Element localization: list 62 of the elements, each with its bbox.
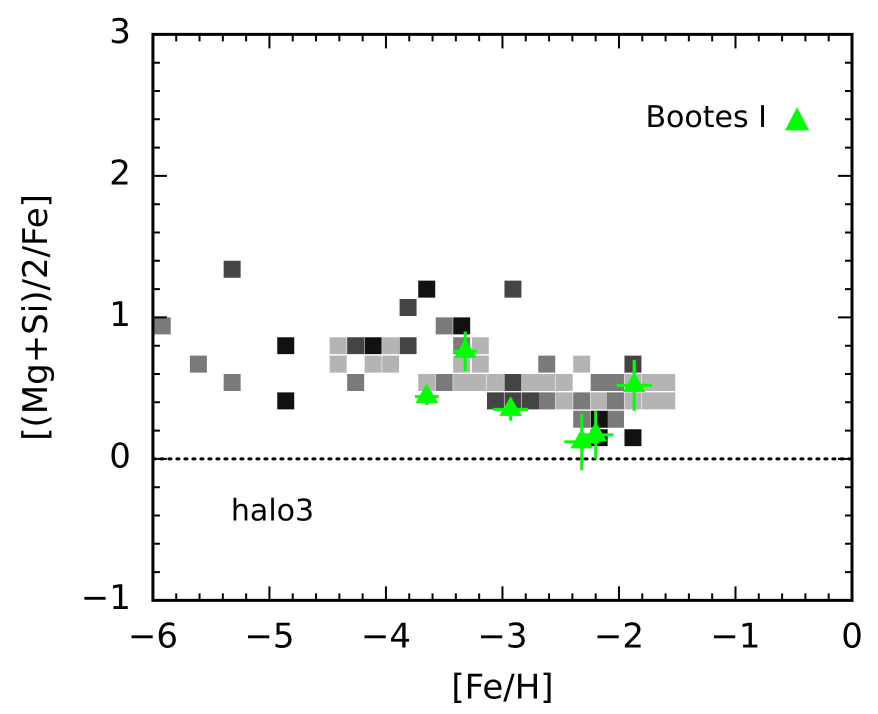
- point: [418, 280, 436, 298]
- point: [400, 299, 417, 316]
- point: [347, 337, 364, 354]
- x-tick-label: −6: [128, 616, 178, 657]
- point: [606, 410, 624, 428]
- point: [453, 374, 470, 391]
- point: [382, 337, 400, 354]
- point: [470, 374, 486, 391]
- x-tick-label: −4: [360, 616, 412, 657]
- y-axis-title: [(Mg+Si)/2/Fe]: [16, 194, 56, 441]
- x-tick-label: −1: [710, 616, 761, 657]
- point: [590, 374, 608, 391]
- x-tick-label: −2: [594, 616, 644, 657]
- point: [642, 392, 659, 410]
- y-tick-label: 3: [109, 12, 131, 52]
- point: [472, 356, 489, 373]
- x-tick-label: −3: [477, 616, 528, 657]
- point: [522, 392, 539, 410]
- point: [330, 337, 347, 354]
- point: [277, 337, 294, 354]
- point: [190, 356, 207, 373]
- x-axis-title: [Fe/H]: [451, 667, 554, 708]
- point: [658, 374, 676, 391]
- point: [606, 374, 624, 391]
- point: [154, 317, 171, 334]
- point: [538, 356, 556, 373]
- point: [364, 356, 382, 373]
- point: [472, 337, 489, 354]
- point: [658, 392, 676, 410]
- point: [486, 374, 504, 391]
- point: [556, 374, 573, 391]
- point: [347, 374, 364, 391]
- point: [382, 356, 400, 373]
- point: [556, 392, 573, 410]
- y-tick-label: −1: [80, 578, 131, 618]
- point: [364, 337, 382, 354]
- point: [573, 356, 590, 373]
- x-tick-label: 0: [841, 616, 863, 657]
- point: [573, 392, 590, 410]
- point: [436, 374, 453, 391]
- annotation: halo3: [230, 493, 314, 528]
- point: [504, 374, 522, 391]
- point: [400, 337, 417, 354]
- point: [224, 374, 241, 391]
- legend-label: Bootes I: [645, 100, 767, 136]
- point: [486, 392, 504, 410]
- point: [522, 374, 539, 391]
- point: [277, 392, 294, 410]
- point: [538, 392, 556, 410]
- y-tick-label: 1: [109, 295, 131, 336]
- point: [330, 356, 347, 373]
- point: [538, 374, 556, 391]
- point: [436, 317, 453, 334]
- x-tick-label: −5: [244, 616, 294, 657]
- point: [453, 317, 470, 334]
- y-tick-label: 2: [109, 154, 131, 194]
- y-tick-label: 0: [109, 436, 131, 477]
- point: [504, 280, 522, 298]
- point: [624, 429, 642, 446]
- point: [590, 392, 608, 410]
- point: [606, 392, 624, 410]
- point: [224, 260, 241, 278]
